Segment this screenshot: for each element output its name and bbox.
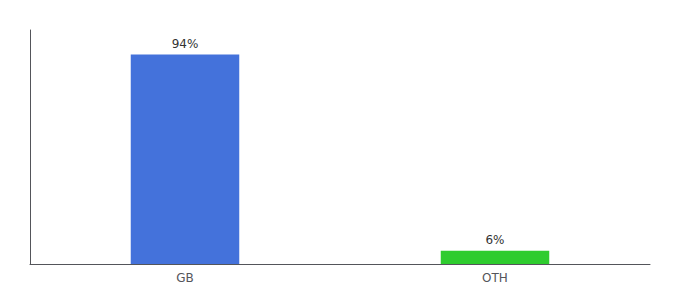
svg-text:OTH: OTH [482, 271, 508, 285]
svg-text:6%: 6% [485, 233, 504, 247]
svg-text:94%: 94% [172, 37, 199, 51]
svg-text:GB: GB [176, 271, 194, 285]
